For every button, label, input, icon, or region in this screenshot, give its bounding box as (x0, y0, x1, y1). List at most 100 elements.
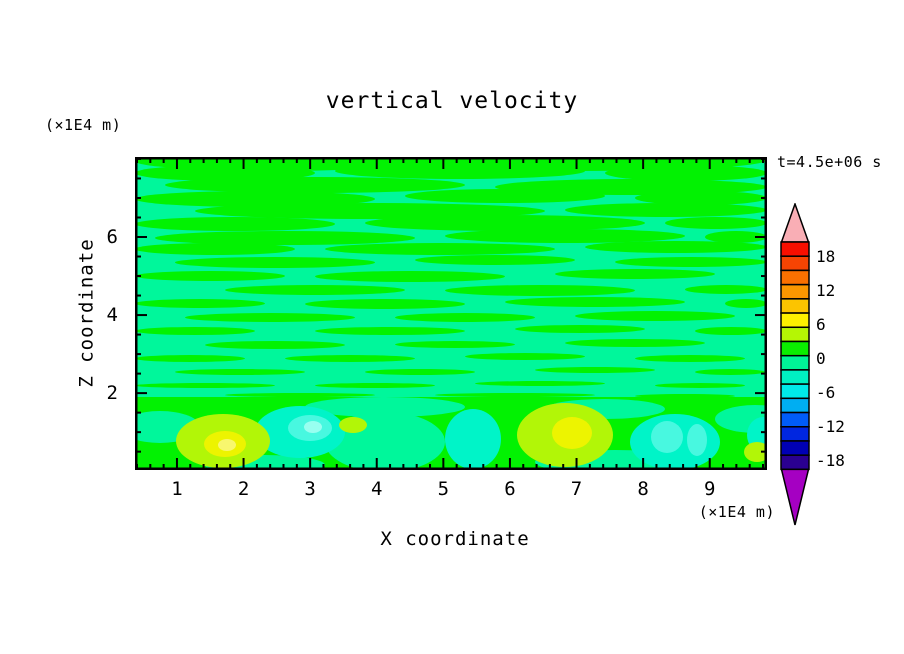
x-axis-label: X coordinate (380, 528, 530, 550)
contour-streak (335, 163, 585, 179)
colorbar-box (780, 241, 810, 257)
y-axis-unit-label: (×1E4 m) (45, 116, 122, 134)
contour-streak (135, 271, 285, 281)
plot-title: vertical velocity (325, 88, 579, 114)
contour-streak (395, 341, 515, 348)
contour-streak (135, 383, 275, 388)
x-tick-label: 9 (703, 478, 716, 500)
contour-streak (155, 231, 415, 245)
contour-feature-ygreen (339, 417, 367, 433)
contour-streak (135, 299, 265, 308)
contour-streak (695, 369, 765, 375)
colorbar-under-arrow (780, 468, 810, 526)
contour-streak (225, 393, 375, 397)
colorbar-tick-label: -12 (816, 417, 845, 437)
contour-streak (285, 355, 415, 362)
contour-feature-paleyellow (218, 439, 236, 451)
contour-streak (415, 255, 575, 265)
contour-streak (565, 339, 705, 347)
contour-streak (205, 341, 345, 349)
contour-streak (135, 217, 335, 231)
contour-streak (705, 231, 767, 243)
x-tick-label: 2 (237, 478, 250, 500)
colorbar-box (780, 454, 810, 471)
contour-streak (195, 203, 545, 219)
colorbar-box (780, 354, 810, 371)
colorbar-box (780, 269, 810, 286)
x-tick-label: 8 (637, 478, 649, 500)
colorbar-tick-label: -18 (816, 451, 845, 471)
contour-streak (605, 165, 767, 181)
x-tick-label: 5 (437, 478, 450, 500)
contour-streak (175, 257, 375, 268)
contour-plot (135, 157, 767, 470)
contour-streak (395, 313, 535, 322)
contour-streak (615, 257, 767, 267)
contour-streak (365, 215, 645, 231)
contour-streak (635, 355, 745, 362)
contour-feature-cyan2 (687, 424, 707, 456)
contour-streak (445, 285, 635, 296)
colorbar-tick-label: 6 (816, 315, 826, 335)
colorbar-box (780, 411, 810, 428)
x-tick-label: 4 (371, 478, 383, 500)
contour-streak (535, 367, 655, 373)
contour-streak (655, 383, 745, 388)
x-tick-label: 7 (570, 478, 583, 500)
x-axis-unit-label: (×1E4 m) (698, 503, 775, 521)
contour-streak (435, 393, 595, 397)
y-tick-label: 2 (106, 382, 118, 405)
contour-streak (135, 355, 245, 362)
contour-streak (465, 353, 585, 360)
colorbar-tick-label: 12 (816, 281, 836, 301)
contour-streak (305, 299, 465, 309)
contour-feature-lightcyan (304, 421, 322, 433)
contour-streak (325, 243, 555, 255)
colorbar (780, 203, 810, 526)
contour-streak (405, 189, 605, 203)
contour-streak (225, 285, 405, 295)
contour-streak (135, 191, 375, 207)
colorbar-box (780, 440, 810, 456)
colorbar-tick-label: 18 (816, 247, 836, 266)
contour-feature-ygreen (744, 442, 767, 462)
contour-feature-spring (305, 397, 465, 417)
contour-streak (685, 285, 767, 294)
contour-streak (505, 297, 685, 307)
contour-streak (695, 327, 767, 335)
y-tick-label: 6 (106, 226, 118, 248)
colorbar-box (780, 340, 810, 357)
plot-frame (135, 157, 767, 470)
contour-streak (565, 203, 767, 217)
contour-streak (445, 229, 685, 243)
contour-streak (315, 271, 505, 282)
contour-streak (725, 299, 767, 308)
contour-streak (575, 311, 735, 321)
colorbar-box (780, 283, 810, 300)
colorbar-over-arrow (780, 203, 810, 243)
time-annotation: t=4.5e+06 s (777, 153, 882, 171)
colorbar-box (780, 312, 810, 329)
contour-streak (135, 243, 295, 255)
contour-streak (555, 269, 715, 279)
contour-streak (315, 327, 465, 335)
colorbar-box (780, 326, 810, 343)
contour-streak (515, 325, 645, 333)
contour-feature-yellow (552, 417, 592, 449)
contour-streak (135, 327, 255, 335)
contour-streak (475, 381, 605, 386)
colorbar-box (780, 255, 810, 272)
contour-streak (635, 191, 767, 205)
colorbar-tick-label: -6 (816, 383, 836, 403)
contour-streak (365, 369, 475, 375)
colorbar-box (780, 298, 810, 314)
contour-feature-cyan2 (651, 421, 683, 453)
x-tick-label: 1 (171, 478, 183, 500)
contour-streak (165, 177, 465, 193)
y-tick-label: 4 (106, 304, 118, 327)
contour-streak (175, 369, 305, 375)
contour-streak (315, 383, 435, 388)
contour-streak (135, 165, 315, 181)
colorbar-box (780, 426, 810, 442)
